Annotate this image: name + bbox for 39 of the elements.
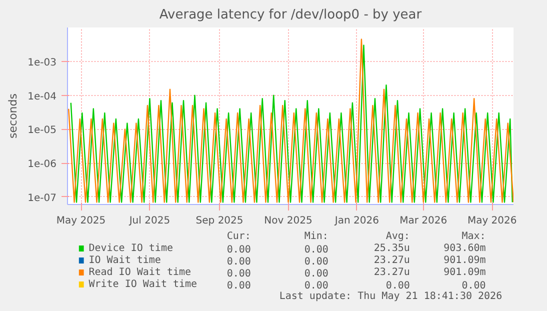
text: 0.00 (462, 280, 486, 292)
text: 0.00 (304, 268, 328, 280)
chart-title: Average latency for /dev/loop0 - by year (159, 8, 422, 22)
legend-label: IO Wait time (88, 255, 161, 266)
y-axis-title: seconds (6, 93, 20, 138)
x-tick-label: Mar 2026 (400, 216, 448, 226)
text: 23.27u (374, 255, 410, 266)
text: 0.00 (304, 280, 328, 292)
y-tick-label: 1e-05 (28, 125, 57, 136)
text: 0.00 (226, 268, 251, 280)
x-tick-label: Sep 2025 (196, 216, 244, 226)
text: 0.00 (226, 244, 251, 256)
x-tick-label: Nov 2025 (264, 216, 312, 226)
text: 25.35u (374, 243, 410, 254)
text: Avg: (386, 231, 410, 242)
x-tick-label: May 2026 (467, 216, 517, 226)
text: Cur: (226, 231, 251, 242)
text: 0.00 (226, 256, 251, 268)
x-tick-label: Jan 2026 (334, 216, 379, 226)
text: 0.00 (304, 244, 328, 256)
y-tick-label: 1e-04 (28, 91, 57, 102)
text: 0.00 (386, 280, 410, 292)
x-tick-label: Jul 2025 (128, 216, 170, 226)
legend-label: Device IO time (88, 243, 173, 254)
text: 0.00 (226, 280, 251, 292)
legend-label: Write IO Wait time (88, 279, 198, 290)
text: 23.27u (374, 267, 410, 278)
text: Min: (304, 231, 328, 242)
text: Max: (462, 231, 486, 242)
text: Last update: Thu May 21 18:41:30 2026 (279, 291, 502, 302)
y-tick-label: 1e-07 (28, 192, 57, 204)
legend-label: Read IO Wait time (88, 267, 192, 278)
text: 901.09m (444, 255, 486, 266)
text: 901.09m (444, 267, 486, 278)
text: 903.60m (444, 243, 486, 254)
y-tick-label: 1e-03 (28, 57, 57, 68)
text: 0.00 (304, 256, 328, 268)
y-tick-label: 1e-06 (28, 159, 57, 170)
x-tick-label: May 2025 (56, 216, 106, 226)
